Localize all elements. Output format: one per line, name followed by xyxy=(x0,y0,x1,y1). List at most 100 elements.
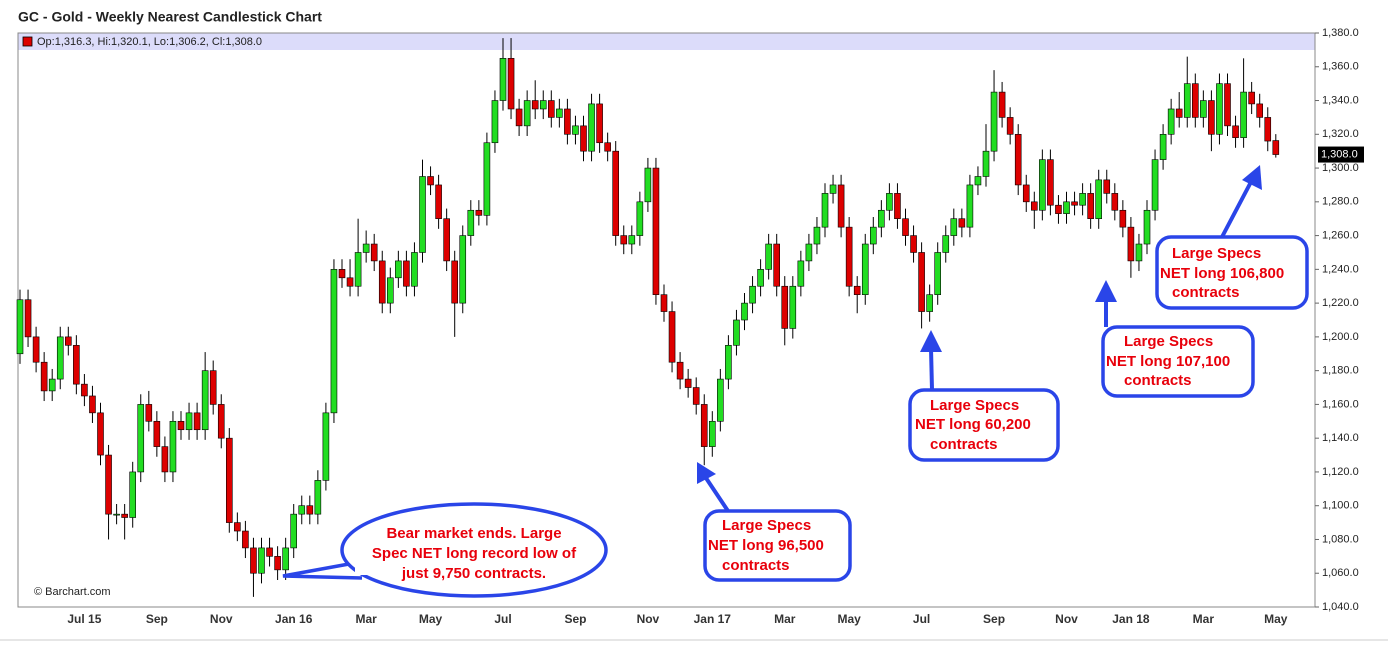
candle-body xyxy=(998,91,1006,118)
candle-body xyxy=(1175,108,1183,118)
candle-body xyxy=(386,277,394,304)
candle-body xyxy=(523,100,531,127)
candle-body xyxy=(741,302,748,321)
candle-body xyxy=(829,184,837,194)
candle-body xyxy=(1167,108,1175,135)
candle-body xyxy=(942,235,950,253)
candle-body xyxy=(725,345,732,380)
candle-body xyxy=(346,277,354,287)
candle-body xyxy=(813,226,821,245)
candle-body xyxy=(886,193,893,211)
candle-body xyxy=(733,319,740,346)
candles xyxy=(16,38,1280,597)
candle-body xyxy=(580,125,587,152)
candle-body xyxy=(467,209,475,236)
candle-body xyxy=(692,387,700,405)
candle-body xyxy=(1200,100,1207,118)
candle-body xyxy=(861,243,869,295)
candle-body xyxy=(797,260,805,287)
candle-body xyxy=(113,513,120,516)
candle-body xyxy=(121,513,128,518)
candle-body xyxy=(274,556,281,571)
candle-body xyxy=(507,58,515,110)
candle-body xyxy=(137,404,145,473)
callout-text: Bear market ends. Large xyxy=(386,525,561,542)
candle-body xyxy=(419,176,426,253)
candle-body xyxy=(749,285,756,304)
y-tick-label: 1,340.0 xyxy=(1322,94,1359,106)
callout-text: Large Specs xyxy=(1172,245,1261,262)
candle-body xyxy=(982,150,990,177)
x-tick-label: Jul 15 xyxy=(67,612,101,626)
credit: © Barchart.com xyxy=(34,586,111,598)
candle-body xyxy=(354,252,362,287)
candle-body xyxy=(668,311,676,363)
candle-body xyxy=(97,412,104,456)
candle-body xyxy=(282,547,289,571)
candle-body xyxy=(821,193,829,228)
candle-body xyxy=(201,370,209,431)
candle-body xyxy=(1264,117,1272,142)
candle-body xyxy=(757,269,764,287)
candle-body xyxy=(1232,125,1239,138)
x-tick-label: Nov xyxy=(637,612,660,626)
x-tick-label: Jul xyxy=(494,612,511,626)
candle-body xyxy=(234,522,241,532)
candle-body xyxy=(789,285,797,329)
candle-body xyxy=(1014,133,1022,186)
y-tick-label: 1,060.0 xyxy=(1322,567,1359,579)
x-tick-label: Jan 17 xyxy=(694,612,732,626)
candle-body xyxy=(81,383,88,397)
callout-box xyxy=(1101,325,1255,398)
candle-body xyxy=(314,480,322,515)
candle-body xyxy=(40,361,48,392)
callout-tail xyxy=(282,560,363,580)
candle-body xyxy=(322,412,330,481)
candle-body xyxy=(177,420,185,431)
callout-text: Spec NET long record low of xyxy=(372,545,577,562)
candle-body xyxy=(1208,100,1215,135)
candle-body xyxy=(1183,83,1191,118)
x-tick-label: May xyxy=(837,612,861,626)
callout-box xyxy=(703,509,852,582)
y-tick-label: 1,140.0 xyxy=(1322,432,1359,444)
candle-body xyxy=(700,404,708,447)
candle-body xyxy=(773,243,781,287)
x-tick-label: May xyxy=(419,612,443,626)
candle-body xyxy=(990,91,998,152)
candle-body xyxy=(242,530,249,549)
callout-text: contracts xyxy=(722,557,790,574)
candle-body xyxy=(894,193,901,220)
y-tick-label: 1,320.0 xyxy=(1322,128,1359,140)
candle-body xyxy=(564,108,571,135)
x-tick-label: Jan 18 xyxy=(1112,612,1150,626)
candle-body xyxy=(684,378,692,388)
candle-body xyxy=(226,437,233,523)
candle-body xyxy=(604,142,611,152)
candle-body xyxy=(708,420,716,447)
x-tick-label: Nov xyxy=(210,612,233,626)
candle-body xyxy=(1031,201,1038,211)
candle-body xyxy=(1047,159,1054,206)
candle-body xyxy=(16,299,24,355)
callout-text: contracts xyxy=(1172,284,1240,301)
candle-body xyxy=(451,260,459,304)
callout-box xyxy=(908,388,1060,462)
candle-body xyxy=(1071,201,1078,206)
candle-body xyxy=(185,412,193,431)
arrow-head xyxy=(1242,165,1262,190)
candle-body xyxy=(1240,91,1247,138)
x-tick-label: Sep xyxy=(983,612,1005,626)
arrow-head xyxy=(920,330,942,352)
ohlc-legend: Op:1,316.3, Hi:1,320.1, Lo:1,306.2, Cl:1… xyxy=(37,36,262,48)
candle-body xyxy=(1135,243,1143,262)
candle-body xyxy=(483,142,491,216)
candle-body xyxy=(370,243,378,262)
y-tick-label: 1,200.0 xyxy=(1322,331,1359,343)
candle-body xyxy=(266,547,273,557)
y-tick-label: 1,380.0 xyxy=(1322,27,1359,39)
candle-body xyxy=(950,218,958,236)
candle-body xyxy=(596,103,603,144)
